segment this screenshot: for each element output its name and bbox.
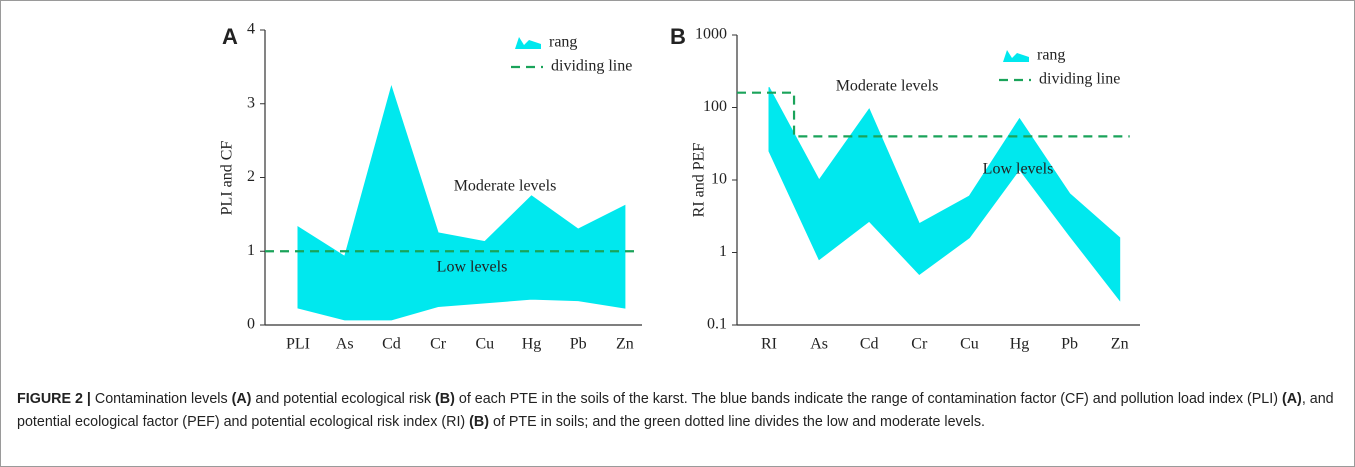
y-axis-label: PLI and CF: [219, 141, 236, 216]
panel-label: B: [670, 24, 686, 49]
x-tick-label: Pb: [570, 336, 587, 353]
x-tick-label: As: [810, 336, 828, 353]
x-tick-label: Hg: [1010, 336, 1030, 353]
legend-label: dividing line: [551, 58, 632, 75]
panel-label: A: [222, 24, 238, 49]
caption-segment: Contamination levels: [90, 391, 232, 407]
caption-segment: and potential ecological risk: [251, 391, 436, 407]
y-tick-label: 1000: [695, 26, 727, 43]
legend-label: rang: [549, 34, 577, 51]
annotation: Low levels: [437, 259, 508, 276]
x-tick-label: As: [336, 336, 354, 353]
annotation: Low levels: [983, 161, 1054, 178]
y-tick-label: 10: [711, 171, 727, 188]
y-tick-label: 0: [247, 316, 255, 333]
x-tick-label: Pb: [1061, 336, 1078, 353]
x-tick-label: Hg: [522, 336, 542, 353]
figure: 0 1 2 3 4 PLI As Cd Cr Cu Hg Pb Zn A PLI and CF rang div…: [219, 21, 1140, 353]
x-tick-label: Zn: [1111, 336, 1129, 353]
x-tick-label: Cu: [475, 336, 494, 353]
x-tick-label: Cd: [860, 336, 879, 353]
y-tick-label: 2: [247, 168, 255, 185]
legend-label: dividing line: [1039, 71, 1120, 88]
x-tick-label: Cd: [382, 336, 401, 353]
y-tick-label: 4: [247, 21, 255, 38]
y-tick-label: 100: [703, 98, 727, 115]
x-tick-label: Cr: [911, 336, 928, 353]
caption: FIGURE 2 | Contamination levels (A) and …: [17, 388, 1337, 434]
x-tick-label: Zn: [616, 336, 634, 353]
caption-segment: of each PTE in the soils of the karst. T…: [454, 391, 1282, 407]
legend-swatch: [515, 37, 541, 49]
legend-swatch: [1003, 50, 1029, 62]
y-axis-label: RI and PEF: [691, 143, 708, 218]
caption-segment: (A): [231, 391, 252, 407]
y-tick-label: 1: [247, 242, 255, 259]
range-band: [768, 87, 1121, 302]
caption-segment: (B): [469, 414, 490, 430]
dividing-line: [737, 91, 1130, 138]
y-tick-label: 1: [719, 243, 727, 260]
annotation: Moderate levels: [836, 78, 939, 95]
caption-segment: , and potential ecological factor (PEF) …: [17, 391, 1334, 430]
caption-segment: (A): [1281, 391, 1302, 407]
x-tick-label: RI: [761, 336, 777, 353]
legend-label: rang: [1037, 47, 1065, 64]
x-tick-label: PLI: [286, 336, 310, 353]
y-tick-label: 0.1: [707, 316, 727, 333]
caption-segment: FIGURE 2 |: [17, 391, 91, 407]
x-tick-label: Cu: [960, 336, 979, 353]
caption-segment: (B): [435, 391, 455, 407]
y-tick-label: 3: [247, 94, 255, 111]
annotation: Moderate levels: [454, 178, 557, 195]
caption-segment: of PTE in soils; and the green dotted li…: [489, 414, 985, 430]
x-tick-label: Cr: [430, 336, 447, 353]
range-band: [297, 85, 626, 321]
